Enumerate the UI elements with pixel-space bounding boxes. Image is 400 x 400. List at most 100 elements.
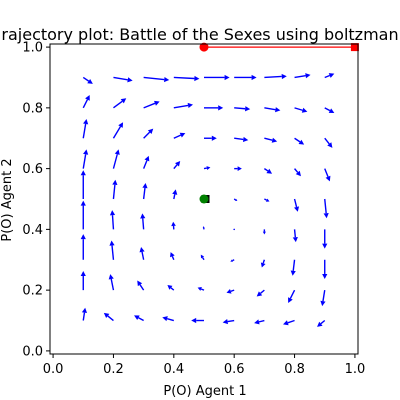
field-arrow-head	[230, 259, 234, 262]
field-arrow-head	[137, 280, 143, 287]
field-arrow-head	[265, 198, 270, 202]
field-arrow	[143, 131, 151, 139]
trajectory-end-marker	[350, 43, 359, 52]
field-arrow-head	[218, 105, 224, 111]
field-arrow	[143, 76, 165, 81]
field-arrow-head	[266, 168, 273, 174]
field-arrow-head	[295, 170, 301, 177]
y-tick-label: 0.6	[22, 162, 43, 177]
field-arrow	[233, 228, 235, 231]
field-arrow	[112, 184, 116, 200]
field-arrow	[322, 290, 326, 302]
field-arrow	[111, 215, 115, 230]
x-tick-label: 0.2	[103, 362, 124, 377]
field-arrow	[112, 126, 122, 139]
field-arrow-head	[235, 198, 238, 201]
field-arrow	[289, 289, 296, 299]
chart-title: rajectory plot: Battle of the Sexes usin…	[1, 25, 398, 44]
field-arrow	[294, 75, 306, 79]
field-arrow	[324, 137, 330, 145]
field-arrow-head	[175, 160, 181, 167]
field-arrow-head	[292, 236, 298, 243]
field-arrow-head	[260, 262, 266, 268]
field-arrow-head	[290, 270, 296, 276]
field-arrow	[234, 107, 246, 110]
field-arrow-head	[87, 78, 93, 84]
field-arrow	[287, 319, 295, 324]
field-arrow	[292, 259, 296, 271]
plot-area: 0.0 0.2 0.4 0.6 0.8 1.0 0.0 0.2 0.4 0.6 0.8 1.0	[22, 41, 365, 377]
field-arrow-head	[139, 246, 145, 253]
field-arrow-head	[256, 291, 263, 297]
field-arrow-head	[114, 149, 120, 155]
field-arrow	[263, 168, 269, 172]
field-arrow	[113, 100, 123, 109]
y-tick-label: 0.2	[22, 284, 43, 299]
field-arrow-head	[172, 189, 178, 195]
field-arrow	[173, 76, 195, 80]
field-arrow	[233, 198, 236, 201]
field-arrow-head	[328, 108, 335, 113]
field-arrow-head	[222, 319, 229, 325]
field-arrow	[171, 256, 175, 261]
field-arrow	[293, 229, 297, 238]
field-arrow-head	[206, 166, 211, 170]
field-arrow	[264, 107, 276, 111]
field-arrow-head	[171, 221, 176, 227]
x-tick-label: 1.0	[345, 362, 366, 377]
y-axis-label: P(O) Agent 2	[0, 158, 15, 241]
field-arrow-head	[322, 273, 328, 279]
field-arrow-head	[244, 106, 251, 112]
field-arrow	[166, 317, 175, 322]
y-tick-label: 0.8	[22, 101, 43, 116]
field-arrow-head	[109, 240, 115, 246]
field-arrow-head	[191, 317, 197, 324]
field-arrow-head	[83, 119, 89, 125]
field-arrow-head	[162, 316, 168, 322]
field-arrow-head	[323, 212, 329, 219]
x-tick-label: 0.0	[43, 362, 64, 377]
field-arrow-head	[80, 170, 86, 176]
field-arrow-head	[226, 288, 232, 294]
field-arrow	[143, 102, 156, 109]
y-tick-label: 0.0	[22, 344, 43, 359]
field-arrow-head	[85, 95, 90, 101]
field-arrow-head	[325, 175, 331, 182]
field-arrow	[142, 218, 145, 230]
field-arrow-head	[80, 234, 86, 240]
field-arrow-head	[80, 270, 86, 276]
field-arrow	[112, 154, 118, 169]
field-arrow-head	[142, 183, 148, 189]
field-arrow	[201, 257, 205, 261]
field-arrow	[320, 319, 326, 325]
y-tick-label: 1.0	[22, 41, 43, 56]
field-arrow	[173, 194, 176, 200]
field-arrow	[324, 107, 331, 112]
field-arrow	[82, 76, 90, 82]
field-arrow	[232, 259, 235, 262]
x-tick-label: 0.4	[163, 362, 184, 377]
field-arrow	[173, 104, 189, 109]
field-arrow	[173, 134, 182, 139]
field-arrow	[264, 75, 282, 79]
field-arrow	[293, 198, 298, 208]
field-arrow-head	[187, 102, 194, 109]
field-arrow-head	[167, 285, 173, 290]
field-arrow-head	[127, 77, 133, 83]
field-arrow	[324, 198, 327, 214]
trajectory-start-marker	[199, 42, 209, 52]
field-arrow	[173, 164, 178, 170]
field-arrow-head	[154, 100, 160, 106]
field-arrow	[139, 284, 145, 291]
field-arrow-head	[288, 297, 293, 303]
field-arrow-head	[202, 226, 205, 229]
field-arrow-head	[328, 73, 335, 78]
field-arrow	[260, 289, 265, 294]
field-arrow	[264, 198, 267, 201]
plot-frame	[49, 43, 359, 355]
field-arrow	[294, 168, 299, 173]
field-arrow	[111, 245, 115, 260]
field-arrow	[142, 187, 146, 200]
field-arrow	[110, 278, 115, 291]
field-arrow-head	[120, 98, 127, 104]
